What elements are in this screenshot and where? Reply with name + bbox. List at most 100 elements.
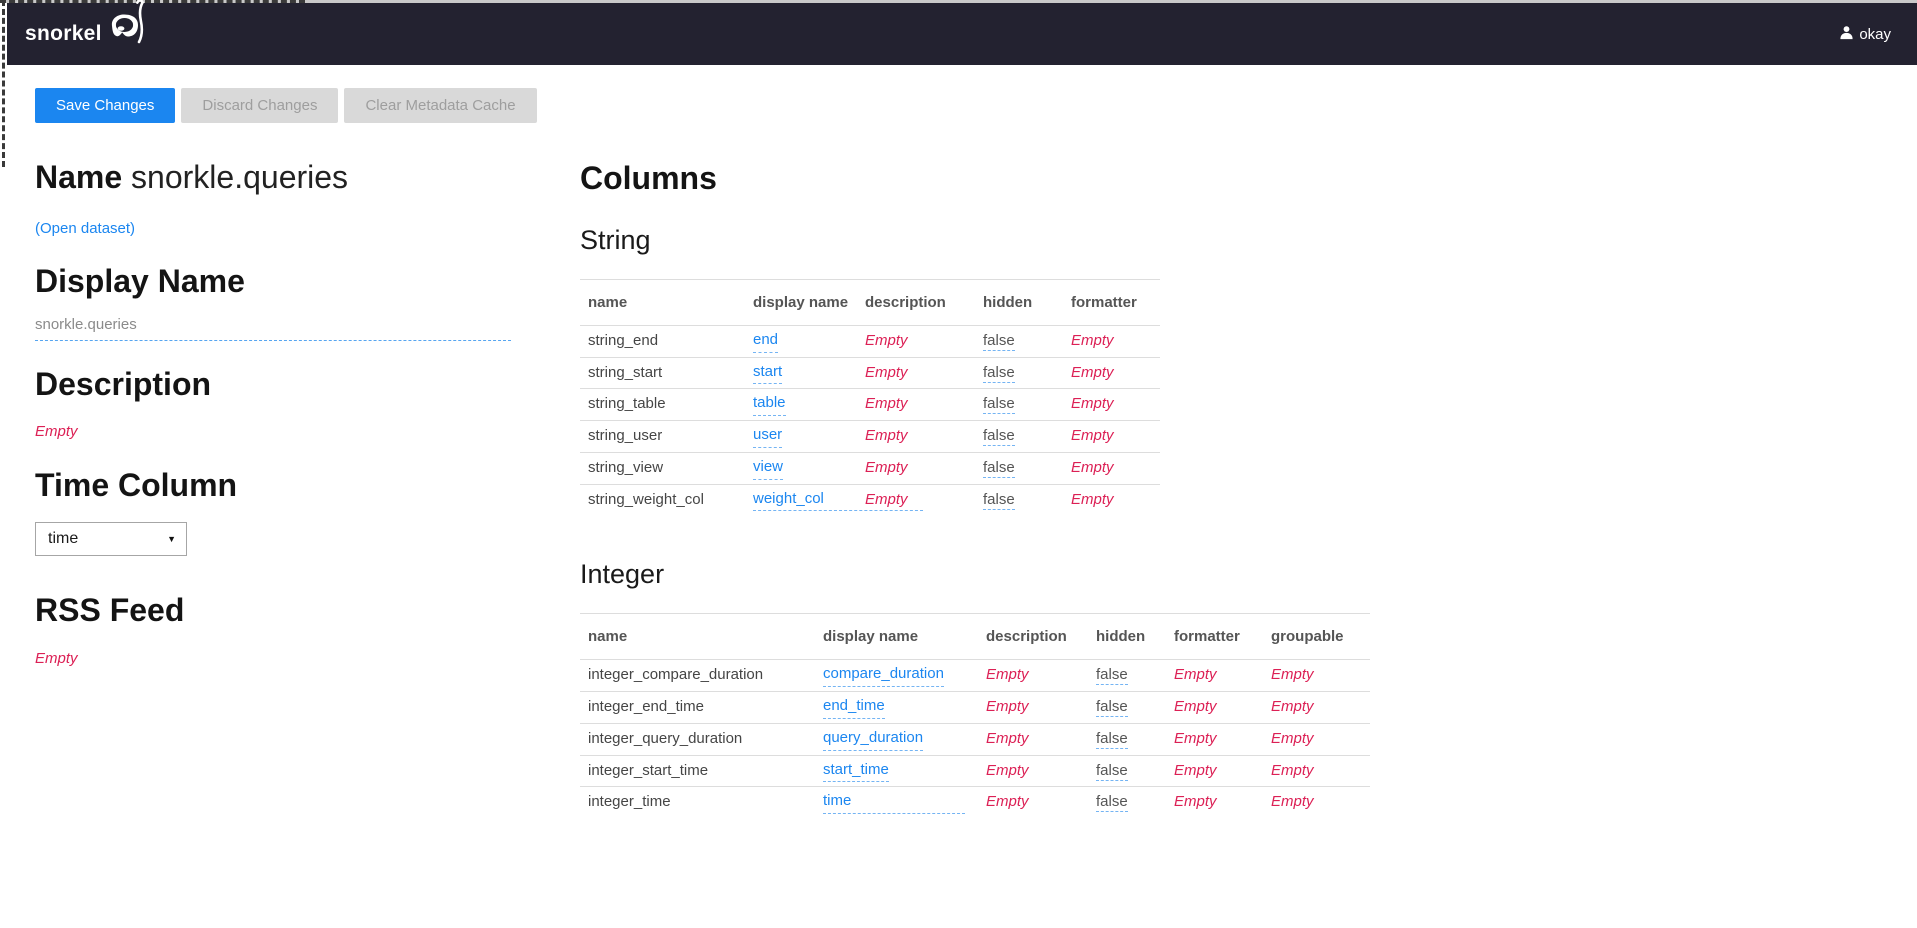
- formatter-value[interactable]: Empty: [1071, 363, 1114, 381]
- discard-changes-button[interactable]: Discard Changes: [181, 88, 339, 123]
- formatter-value[interactable]: Empty: [1071, 331, 1114, 349]
- description-value[interactable]: Empty: [865, 490, 908, 508]
- description-value[interactable]: Empty: [865, 331, 908, 349]
- description-value[interactable]: Empty: [986, 793, 1029, 811]
- column-header: description: [978, 613, 1088, 661]
- formatter-value[interactable]: Empty: [1174, 698, 1217, 716]
- table-row: string_user user Empty false Empty: [580, 420, 1160, 453]
- display-name-link[interactable]: start: [753, 361, 783, 385]
- column-header: name: [580, 278, 745, 326]
- column-header: display name: [815, 613, 978, 661]
- save-changes-button[interactable]: Save Changes: [35, 88, 176, 123]
- formatter-value[interactable]: Empty: [1174, 793, 1217, 811]
- formatter-value[interactable]: Empty: [1071, 458, 1114, 476]
- user-menu[interactable]: okay: [1839, 25, 1917, 44]
- display-name-input[interactable]: snorkle.queries: [35, 316, 511, 341]
- description-empty-value[interactable]: Empty: [35, 423, 78, 441]
- display-name-link[interactable]: compare_duration: [823, 663, 944, 688]
- clear-metadata-cache-button[interactable]: Clear Metadata Cache: [344, 88, 537, 123]
- hidden-toggle[interactable]: false: [1096, 761, 1128, 781]
- open-dataset-link[interactable]: (Open dataset): [35, 219, 136, 237]
- column-name: string_weight_col: [580, 483, 745, 516]
- column-header: hidden: [1088, 613, 1166, 661]
- string-section-heading: String: [580, 224, 651, 255]
- table-row: integer_start_time start_time Empty false Em…: [580, 754, 1370, 787]
- formatter-value[interactable]: Empty: [1071, 395, 1114, 413]
- display-name-link[interactable]: user: [753, 424, 783, 448]
- hidden-toggle[interactable]: false: [1096, 698, 1128, 718]
- toolbar: Save Changes Discard Changes Clear Metad…: [35, 88, 537, 123]
- groupable-value[interactable]: Empty: [1271, 793, 1314, 811]
- table-row: string_start start Empty false Empty: [580, 356, 1160, 389]
- formatter-value[interactable]: Empty: [1174, 666, 1217, 684]
- display-name-link[interactable]: query_duration: [823, 727, 924, 751]
- display-name-link[interactable]: table: [753, 392, 786, 417]
- page-top-strip: [0, 0, 1917, 3]
- columns-heading: Columns: [580, 160, 717, 196]
- display-name-link[interactable]: weight_col: [753, 488, 923, 512]
- table-row: string_view view Empty false Empty: [580, 451, 1160, 485]
- hidden-toggle[interactable]: false: [983, 458, 1015, 478]
- rss-feed-empty-value[interactable]: Empty: [35, 650, 78, 668]
- description-value[interactable]: Empty: [865, 427, 908, 445]
- groupable-value[interactable]: Empty: [1271, 729, 1314, 747]
- display-name-link[interactable]: start_time: [823, 759, 889, 783]
- column-header: formatter: [1063, 278, 1160, 326]
- description-value[interactable]: Empty: [865, 395, 908, 413]
- column-header: name: [580, 613, 815, 661]
- column-header: description: [857, 278, 975, 326]
- dashed-outline-top: [0, 0, 305, 3]
- navbar: snorkel okay: [7, 0, 1917, 65]
- hidden-toggle[interactable]: false: [983, 427, 1015, 447]
- column-name: string_start: [580, 356, 745, 389]
- main-content: Name snorkle.queries (Open dataset) Disp…: [35, 159, 1917, 824]
- display-name-link[interactable]: view: [753, 456, 784, 480]
- description-value[interactable]: Empty: [986, 698, 1029, 716]
- chevron-down-icon: ▼: [167, 534, 176, 545]
- column-name: string_user: [580, 420, 745, 453]
- description-value[interactable]: Empty: [986, 761, 1029, 779]
- hidden-toggle[interactable]: false: [1096, 666, 1128, 686]
- columns-panel: Columns String name display name descripti…: [580, 160, 1917, 824]
- integer-columns-table: name display name description hidden formatt…: [580, 613, 1370, 819]
- time-column-select[interactable]: time ▼: [35, 522, 187, 557]
- hidden-toggle[interactable]: false: [983, 490, 1015, 510]
- description-value[interactable]: Empty: [865, 458, 908, 476]
- display-name-link[interactable]: time: [823, 790, 965, 815]
- table-row: integer_end_time end_time Empty false Empty E…: [580, 691, 1370, 724]
- description-value[interactable]: Empty: [986, 666, 1029, 684]
- formatter-value[interactable]: Empty: [1071, 490, 1114, 508]
- dataset-settings-panel: Name snorkle.queries (Open dataset) Disp…: [35, 159, 580, 824]
- hidden-toggle[interactable]: false: [983, 395, 1015, 415]
- groupable-value[interactable]: Empty: [1271, 698, 1314, 716]
- display-name-link[interactable]: end: [753, 329, 779, 353]
- string-columns-section: String name display name description hidden…: [580, 225, 1917, 516]
- brand[interactable]: snorkel: [7, 0, 149, 54]
- snorkel-mask-icon: [109, 0, 149, 54]
- table-row: string_table table Empty false Empty: [580, 388, 1160, 421]
- column-header: formatter: [1166, 613, 1263, 661]
- rss-feed-heading: RSS Feed: [35, 592, 185, 629]
- description-value[interactable]: Empty: [986, 729, 1029, 747]
- integer-section-heading: Integer: [580, 559, 665, 590]
- description-value[interactable]: Empty: [865, 363, 908, 381]
- groupable-value[interactable]: Empty: [1271, 666, 1314, 684]
- integer-columns-section: Integer name display name description hidde…: [580, 559, 1917, 819]
- description-heading: Description: [35, 365, 212, 402]
- table-row: integer_compare_duration compare_duration…: [580, 660, 1370, 692]
- formatter-value[interactable]: Empty: [1071, 427, 1114, 445]
- hidden-toggle[interactable]: false: [1096, 729, 1128, 749]
- string-columns-table: name display name description hidden formatt…: [580, 278, 1160, 516]
- formatter-value[interactable]: Empty: [1174, 729, 1217, 747]
- hidden-toggle[interactable]: false: [983, 331, 1015, 351]
- column-name: string_table: [580, 388, 745, 421]
- column-header: hidden: [975, 278, 1063, 326]
- dashed-outline-left: [2, 0, 5, 167]
- formatter-value[interactable]: Empty: [1174, 761, 1217, 779]
- display-name-link[interactable]: end_time: [823, 695, 885, 719]
- hidden-toggle[interactable]: false: [983, 363, 1015, 383]
- column-name: string_view: [580, 451, 745, 485]
- groupable-value[interactable]: Empty: [1271, 761, 1314, 779]
- time-column-selected-value: time: [48, 530, 79, 548]
- hidden-toggle[interactable]: false: [1096, 793, 1128, 813]
